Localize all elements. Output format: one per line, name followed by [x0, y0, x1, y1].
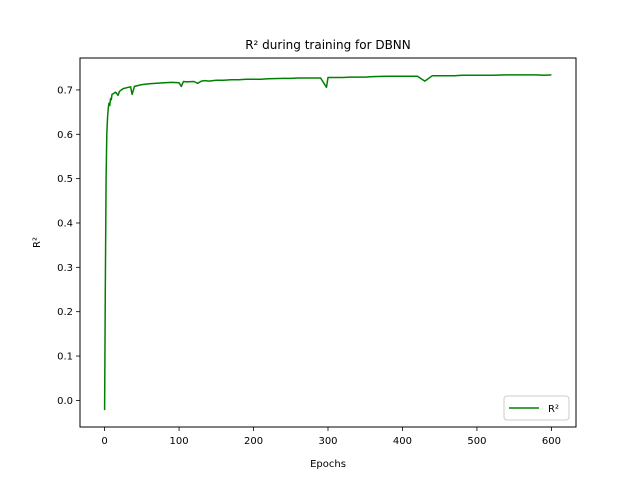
legend-label-r2: R²: [548, 404, 559, 415]
x-axis: 0 100 200 300 400 500 600: [101, 427, 561, 447]
x-tick-label: 400: [393, 436, 412, 447]
y-axis-label: R²: [32, 237, 43, 248]
x-tick-label: 600: [542, 436, 561, 447]
x-tick-label: 500: [467, 436, 486, 447]
y-tick-label: 0.7: [57, 85, 73, 96]
y-axis: 0.0 0.1 0.2 0.3 0.4 0.5 0.6 0.7: [57, 85, 80, 407]
x-axis-label: Epochs: [310, 459, 346, 470]
x-tick-label: 300: [318, 436, 337, 447]
x-tick-label: 0: [101, 436, 107, 447]
y-tick-label: 0.4: [57, 218, 73, 229]
y-tick-label: 0.2: [57, 307, 73, 318]
x-tick-label: 200: [244, 436, 263, 447]
x-tick-label: 100: [170, 436, 189, 447]
y-tick-label: 0.3: [57, 263, 73, 274]
legend: R²: [503, 395, 570, 421]
chart-title: R² during training for DBNN: [245, 38, 411, 52]
y-tick-label: 0.0: [57, 396, 73, 407]
y-tick-label: 0.5: [57, 174, 73, 185]
y-tick-label: 0.1: [57, 352, 73, 363]
series-line-r2: [103, 74, 552, 411]
y-tick-label: 0.6: [57, 130, 73, 141]
plot-area: [103, 74, 552, 411]
